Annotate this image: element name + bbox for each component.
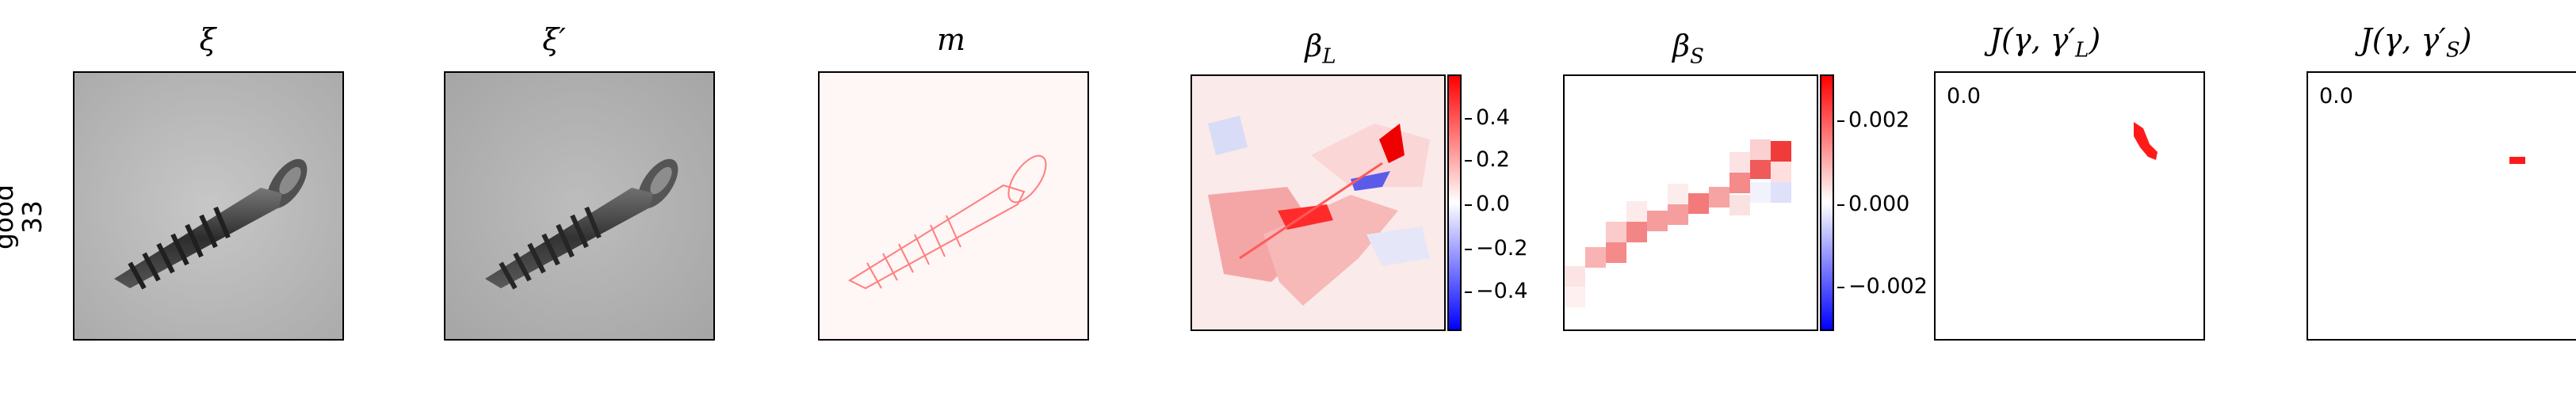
screw-image-reconstructed: [445, 73, 713, 339]
j-s-map: [2308, 73, 2576, 339]
panel-j-s: 0.0: [2307, 71, 2576, 341]
panel-m: [818, 71, 1089, 341]
row-label: good 33: [0, 173, 85, 261]
panel-beta-l: [1191, 74, 1446, 331]
j-l-value: 0.0: [1947, 84, 1981, 109]
colorbar-l-tick: −0.4: [1465, 279, 1528, 303]
difference-map: [820, 73, 1087, 339]
colorbar-s-tick: 0.002: [1836, 108, 1910, 132]
title-beta-l: βL: [1305, 29, 1336, 69]
title-xi: ξ: [199, 22, 216, 57]
title-j-l: J(γ, γ′L): [1989, 22, 2101, 63]
panel-j-l: 0.0: [1934, 71, 2205, 341]
panel-xi-prime: [444, 71, 715, 341]
panel-xi: [73, 71, 344, 341]
row-label-class: good: [0, 184, 19, 250]
panel-beta-s: [1563, 74, 1818, 331]
colorbar-beta-s: [1820, 74, 1834, 331]
row-label-index: 33: [17, 200, 48, 234]
colorbar-l-tick: −0.2: [1465, 236, 1528, 261]
j-l-map: [1936, 73, 2203, 339]
beta-l-map: [1192, 76, 1444, 329]
j-s-value: 0.0: [2319, 84, 2353, 109]
title-m: m: [936, 22, 966, 57]
colorbar-beta-l: [1447, 74, 1462, 331]
screw-image: [75, 73, 342, 339]
colorbar-l-tick: 0.4: [1465, 105, 1510, 130]
colorbar-s-tick: −0.002: [1837, 274, 1928, 299]
title-xi-prime: ξ′: [542, 22, 566, 57]
title-j-s: J(γ, γ′S): [2360, 22, 2472, 63]
colorbar-l-tick: 0.2: [1465, 147, 1510, 172]
title-beta-s: βS: [1672, 29, 1704, 69]
colorbar-l-tick: 0.0: [1465, 192, 1510, 216]
colorbar-s-tick: 0.000: [1836, 192, 1910, 216]
beta-s-map: [1565, 76, 1817, 329]
